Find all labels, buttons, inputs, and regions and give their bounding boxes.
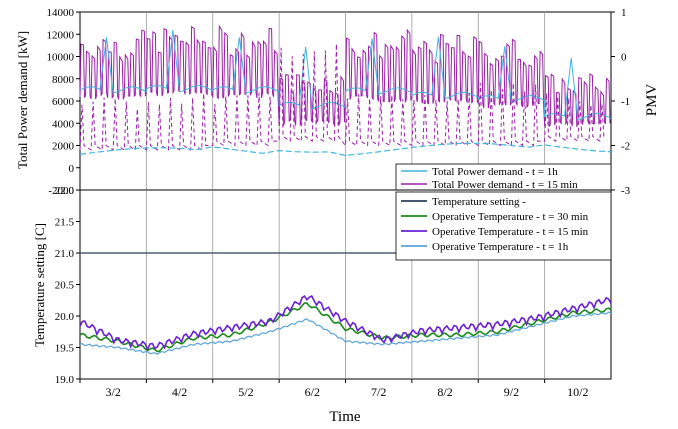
top-y-tick-label: 2000 [52,141,75,153]
top-y-tick-label: 6000 [52,96,75,108]
bottom-y-tick-label: 19.5 [55,343,75,355]
series-operative-temp-15min [79,294,612,352]
top-right-axis: -3 -2 -1 0 1 [611,7,631,197]
top-series-lines [79,24,612,157]
bottom-x-axis: 3/2 4/2 5/2 6/2 7/2 8/2 9/2 10/2 [79,379,588,399]
bottom-chart-panel: 19.0 19.5 20.0 20.5 21.0 21.5 22.0 3/2 4/2 5/2 6/… [32,185,612,425]
top-right-axis-label: PMV [644,84,660,117]
top-y-tick-label: 10000 [47,52,75,64]
top-y-tick-label: 12000 [47,29,75,41]
x-axis-label: Time [329,409,360,425]
series-operative-temp-30min [79,302,612,353]
top-legend-box [395,163,612,193]
bottom-y-tick-label: 19.0 [55,374,75,386]
bottom-y-tick-label: 21.5 [55,217,75,229]
top-y-axis-label: Total Power demand [kW] [15,31,30,169]
x-tick-label: 7/2 [371,385,386,399]
x-tick-label: 10/2 [567,385,588,399]
bottom-legend-label: Operative Temperature - t = 15 min [432,226,589,238]
series-operative-temp-1h [79,311,612,356]
top-chart-panel: -2000 0 2000 4000 6000 8000 10000 12000 14000 -3… [15,7,660,197]
bottom-left-axis: 19.0 19.5 20.0 20.5 21.0 21.5 22.0 [55,185,80,386]
series-pmv-1h [79,142,612,157]
bottom-legend: Temperature setting - Operative Temperatu… [395,191,612,261]
top-y-tick-label: -2000 [48,185,74,197]
x-tick-label: 9/2 [504,385,519,399]
top-legend-label: Total Power demand - t = 15 min [432,179,578,191]
top-y-tick-label: 14000 [47,7,75,19]
top-right-tick-label: -3 [621,185,631,197]
top-legend-label: Total Power demand - t = 1h [432,166,558,178]
bottom-y-axis-label: Temperature setting [C] [32,223,47,347]
bottom-legend-label: Operative Temperature - t = 30 min [432,211,589,223]
x-tick-label: 6/2 [305,385,320,399]
top-right-tick-label: 1 [621,7,627,19]
x-tick-label: 3/2 [106,385,121,399]
bottom-y-tick-label: 20.5 [55,280,75,292]
top-right-tick-label: -1 [621,96,630,108]
bottom-y-tick-label: 21.0 [55,248,75,260]
top-y-tick-label: 0 [69,163,75,175]
bottom-legend-box [395,191,612,261]
series-power-1h [79,30,612,121]
bottom-y-tick-label: 20.0 [55,311,75,323]
bottom-y-tick-label: 22.0 [55,185,75,197]
x-tick-label: 4/2 [172,385,187,399]
top-right-tick-label: 0 [621,52,627,64]
bottom-legend-label: Temperature setting - [432,196,526,208]
bottom-legend-label: Operative Temperature - t = 1h [432,241,569,253]
series-pmv-15min [79,43,605,151]
top-right-tick-label: -2 [621,141,630,153]
top-left-axis: -2000 0 2000 4000 6000 8000 10000 12000 14000 [47,7,80,197]
top-y-tick-label: 8000 [52,74,75,86]
x-tick-label: 5/2 [238,385,253,399]
top-y-tick-label: 4000 [52,118,75,130]
series-power-15min [79,24,611,128]
x-tick-label: 8/2 [437,385,452,399]
